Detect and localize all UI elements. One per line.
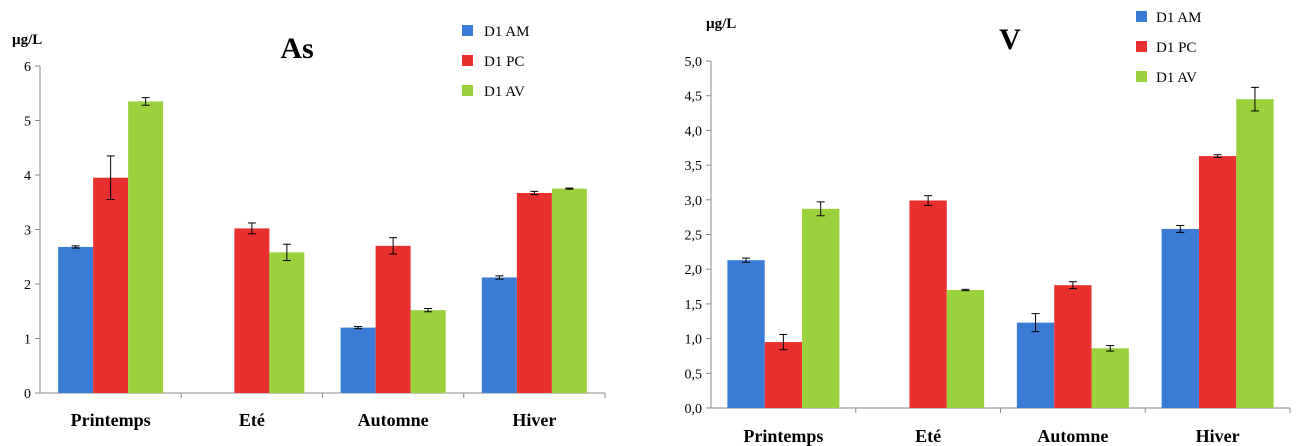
error-bar-d1-pc-hiver [1213, 154, 1222, 158]
y-tick-label: 0 [24, 387, 31, 402]
bar-d1-av-hiver [551, 188, 587, 393]
chart-title: V [999, 23, 1021, 56]
error-bar-d1-am-automne [354, 326, 363, 330]
y-tick-label: 5 [24, 115, 31, 130]
legend: D1 AM D1 PC D1 AV [1136, 10, 1201, 86]
bar-d1-av-printemps [128, 101, 164, 394]
y-tick-label: 5,0 [685, 55, 703, 70]
x-tick-label-printemps: Printemps [71, 410, 151, 430]
error-bar-d1-av-automne [424, 308, 433, 313]
bar-d1-pc-printemps [93, 177, 129, 393]
x-tick-label-hiver: Hiver [1196, 426, 1240, 446]
legend-item-d1-pc: D1 PC [1136, 40, 1196, 56]
legend-label-d1-av: D1 AV [1156, 70, 1197, 86]
error-bar-d1-pc-automne [1068, 281, 1077, 290]
error-bar-d1-pc-printemps [106, 155, 115, 201]
y-tick-label: 4 [24, 169, 31, 184]
legend-swatch-d1-av [462, 85, 473, 96]
legend-swatch-d1-pc [462, 55, 473, 66]
y-tick-label: 6 [24, 60, 31, 75]
y-tick-label: 2,5 [685, 229, 703, 244]
error-bar-d1-am-automne [1031, 313, 1040, 333]
bar-d1-am-printemps [58, 246, 94, 393]
y-tick-label: 0,0 [685, 402, 703, 417]
legend-label-d1-pc: D1 PC [1156, 40, 1196, 56]
error-bar-d1-pc-ete [924, 195, 933, 206]
bar-d1-pc-ete [234, 228, 270, 393]
plot-area: 0 1 2 3 4 5 6 Printemps Eté Automne Hiver [24, 60, 606, 430]
error-bar-d1-av-hiver [1250, 86, 1259, 112]
y-tick-label: 1,5 [685, 298, 703, 313]
bar-d1-am-automne [340, 327, 376, 393]
error-bar-d1-pc-automne [389, 237, 398, 255]
y-tick-label: 1 [24, 333, 31, 348]
bar-d1-pc-automne [1054, 285, 1092, 408]
error-bar-d1-am-printemps [71, 245, 80, 249]
bar-d1-av-ete [946, 290, 985, 408]
error-bar-d1-am-printemps [742, 257, 751, 263]
error-bar-d1-av-ete [282, 243, 291, 262]
legend-item-d1-av: D1 AV [1136, 70, 1197, 86]
y-tick-label: 0,5 [685, 367, 703, 382]
x-tick-label-printemps: Printemps [743, 426, 823, 446]
y-unit-label: µg/L [12, 32, 42, 48]
x-tick-label-ete: Eté [915, 426, 941, 446]
error-bar-d1-av-hiver [565, 187, 574, 190]
error-bar-d1-pc-hiver [530, 190, 539, 196]
y-tick-label: 3 [24, 224, 31, 239]
y-tick-label: 4,5 [685, 90, 703, 105]
x-tick-label-hiver: Hiver [512, 410, 556, 430]
bar-d1-am-printemps [727, 260, 765, 408]
error-bar-d1-av-printemps [141, 97, 150, 106]
legend-swatch-d1-av [1136, 71, 1147, 82]
bar-d1-pc-hiver [516, 192, 552, 393]
legend-label-d1-av: D1 AV [484, 84, 525, 100]
y-tick-label: 3,5 [685, 159, 703, 174]
x-tick-label-ete: Eté [239, 410, 265, 430]
bar-d1-av-printemps [802, 208, 840, 408]
bar-d1-av-hiver [1236, 99, 1274, 409]
legend-item-d1-pc: D1 PC [462, 54, 524, 70]
bar-d1-pc-printemps [764, 342, 803, 408]
error-bar-d1-av-ete [961, 288, 970, 292]
error-bar-d1-pc-printemps [779, 333, 788, 351]
legend-swatch-d1-am [1136, 11, 1147, 22]
y-tick-label: 4,0 [685, 124, 703, 139]
y-unit-label: µg/L [706, 16, 736, 32]
bar-d1-av-automne [410, 310, 446, 393]
error-bar-d1-av-printemps [816, 201, 825, 217]
error-bar-d1-am-hiver [495, 275, 504, 280]
legend-label-d1-am: D1 AM [1156, 10, 1201, 26]
legend-swatch-d1-am [462, 25, 473, 36]
x-tick-label-automne: Automne [1037, 426, 1108, 446]
y-tick-label: 2,0 [685, 263, 703, 278]
bar-d1-av-ete [269, 252, 305, 393]
legend-swatch-d1-pc [1136, 41, 1147, 52]
y-tick-label: 2 [24, 278, 31, 293]
bar-d1-am-hiver [1161, 228, 1199, 408]
chart-v: µg/L V 0,0 0,5 1,0 1,5 2,0 2,5 3,0 3,5 4,0 4,5 5,0… [685, 10, 1291, 446]
y-tick-label: 3,0 [685, 194, 703, 209]
chart-title: As [280, 32, 313, 65]
bar-d1-am-automne [1016, 322, 1055, 408]
x-tick-label-automne: Automne [358, 410, 429, 430]
bar-d1-pc-automne [375, 245, 411, 393]
legend: D1 AM D1 PC D1 AV [462, 24, 529, 100]
error-bar-d1-av-automne [1106, 345, 1115, 352]
legend-item-d1-av: D1 AV [462, 84, 525, 100]
legend-label-d1-pc: D1 PC [484, 54, 524, 70]
error-bar-d1-pc-ete [247, 222, 256, 235]
bar-d1-av-automne [1091, 348, 1129, 408]
plot-area: 0,0 0,5 1,0 1,5 2,0 2,5 3,0 3,5 4,0 4,5 5,0 Printem… [685, 55, 1291, 446]
legend-label-d1-am: D1 AM [484, 24, 529, 40]
legend-item-d1-am: D1 AM [462, 24, 529, 40]
legend-item-d1-am: D1 AM [1136, 10, 1201, 26]
bar-d1-pc-hiver [1198, 156, 1237, 408]
error-bar-d1-am-hiver [1176, 224, 1185, 233]
bar-d1-pc-ete [909, 200, 947, 408]
y-tick-label: 1,0 [685, 333, 703, 348]
bar-d1-am-hiver [481, 277, 517, 393]
